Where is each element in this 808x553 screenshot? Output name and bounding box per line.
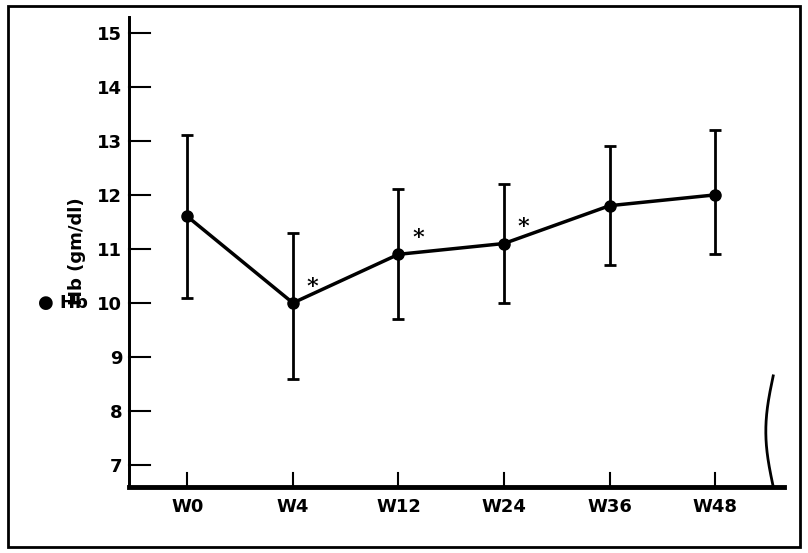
Text: *: * <box>412 227 424 249</box>
Y-axis label: Hb (gm/dl): Hb (gm/dl) <box>68 198 86 305</box>
Text: ● Hb: ● Hb <box>38 294 87 312</box>
Text: *: * <box>518 216 529 238</box>
Text: *: * <box>306 276 318 298</box>
